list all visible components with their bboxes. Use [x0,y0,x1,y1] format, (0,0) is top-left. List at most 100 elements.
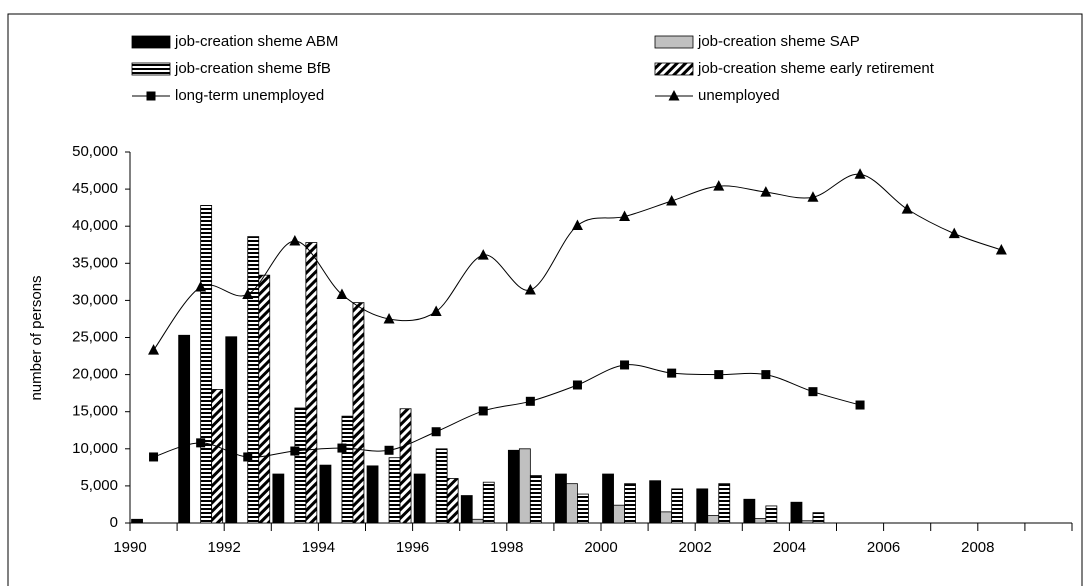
bar [518,448,531,524]
bar [790,501,803,524]
legend-label: job-creation sheme ABM [174,33,338,50]
marker [383,312,395,324]
y-tick-label: 20,000 [72,366,118,383]
bar [388,457,401,524]
y-tick-label: 5,000 [80,477,118,494]
bar [765,505,778,524]
marker [430,305,442,317]
marker [854,168,866,179]
marker [948,227,960,239]
marker [149,452,159,462]
bar [801,520,814,524]
y-axis-label: number of persons [28,275,45,400]
marker [666,194,678,206]
bar [743,498,756,524]
x-tick-label: 1992 [208,539,241,556]
marker [667,368,677,378]
y-tick-label: 40,000 [72,217,118,234]
bar [649,480,662,524]
bar [624,483,636,524]
legend-swatch [131,35,171,49]
bar [707,515,720,524]
marker [524,284,536,295]
y-tick-label: 0 [110,514,118,531]
marker [384,445,394,455]
marker [619,210,631,222]
x-tick-label: 2000 [584,539,617,556]
bar [754,518,767,524]
x-tick-label: 2008 [961,539,994,556]
marker [478,406,488,416]
bar [399,408,412,524]
marker [242,288,254,299]
bar [671,488,684,524]
x-tick-label: 1998 [490,539,523,556]
marker [901,203,913,214]
legend-label: job-creation sheme SAP [697,33,860,50]
legend-swatch [654,35,694,49]
bar [602,473,614,524]
legend-label: job-creation sheme BfB [174,60,331,77]
bar [613,504,625,524]
bar [200,205,213,524]
x-tick-label: 2002 [679,539,712,556]
bar [696,488,709,524]
legend-label: long-term unemployed [175,87,324,104]
bar [555,473,567,524]
marker [761,370,771,380]
marker [289,235,301,246]
bar [272,473,285,524]
marker [571,219,583,230]
bar [247,236,260,524]
marker [431,427,441,437]
bar [718,483,731,524]
marker [760,186,772,197]
x-tick-label: 1996 [396,539,429,556]
marker [525,396,535,406]
bar [577,493,589,524]
bar [305,242,318,524]
marker [195,281,207,292]
marker [337,443,347,453]
legend-label: unemployed [698,87,780,104]
x-tick-label: 1990 [113,539,146,556]
bar [529,475,542,524]
marker [572,380,582,390]
line [153,364,861,458]
y-tick-label: 30,000 [72,291,118,308]
bar [460,495,473,524]
bar [341,415,354,524]
marker [808,387,818,397]
y-tick-label: 35,000 [72,254,118,271]
x-tick-label: 2004 [773,539,806,556]
bar [258,274,271,524]
line [153,173,1002,351]
bar [366,465,379,524]
bar [812,512,825,524]
legend-label: job-creation sheme early retirement [697,60,935,77]
x-tick-label: 1994 [302,539,335,556]
marker [243,452,253,462]
marker [855,400,865,410]
legend-marker [668,90,680,101]
marker [995,243,1007,255]
x-tick-label: 2006 [867,539,900,556]
bar [507,449,520,524]
y-tick-label: 15,000 [72,403,118,420]
bar [446,478,459,524]
bar [225,336,238,524]
bar [566,483,578,524]
bar [435,448,448,524]
y-tick-label: 25,000 [72,328,118,345]
marker [196,438,206,448]
y-tick-label: 45,000 [72,180,118,197]
bar [178,334,191,524]
marker [290,446,300,456]
legend-swatch [654,62,694,76]
bar [294,407,307,524]
legend-marker [146,91,156,101]
y-tick-label: 10,000 [72,440,118,457]
bar [352,302,365,524]
marker [477,249,489,260]
